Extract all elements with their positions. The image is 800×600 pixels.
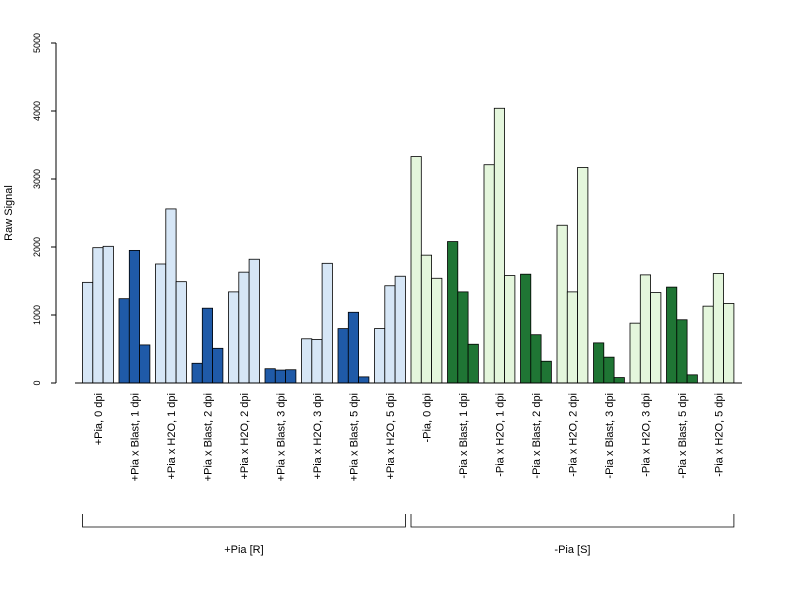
y-tick-label: 2000 [32, 237, 42, 257]
y-axis-title: Raw Signal [3, 185, 15, 241]
category-label: -Pia x Blast, 5 dpi [677, 393, 689, 479]
bar [467, 343, 479, 384]
bar [321, 262, 333, 384]
y-tick-label: 1000 [32, 305, 42, 325]
group-label: +Pia [R] [224, 544, 263, 556]
bar [102, 245, 114, 384]
bar [410, 156, 422, 384]
bar [556, 224, 568, 384]
bar [374, 328, 386, 384]
bar [238, 271, 250, 384]
bar [493, 107, 505, 384]
group-bracket [410, 514, 735, 528]
category-label: -Pia x Blast, 1 dpi [458, 393, 470, 479]
group-label: -Pia [S] [554, 544, 590, 556]
bar [447, 241, 459, 384]
category-label: +Pia x Blast, 3 dpi [275, 393, 287, 481]
bar [165, 208, 177, 384]
bar [457, 291, 469, 384]
category-label: +Pia x H2O, 5 dpi [385, 393, 397, 480]
bar [228, 291, 240, 384]
category-label: +Pia x Blast, 2 dpi [202, 393, 214, 481]
bar [420, 254, 432, 384]
category-label: -Pia x H2O, 2 dpi [567, 393, 579, 477]
bar [175, 281, 187, 384]
bar [686, 374, 698, 384]
bar [530, 334, 542, 384]
y-tick-label: 5000 [32, 33, 42, 53]
bar [593, 342, 605, 384]
category-label: -Pia x H2O, 3 dpi [640, 393, 652, 477]
category-label: +Pia x H2O, 3 dpi [312, 393, 324, 480]
bar [676, 319, 688, 384]
bar [264, 368, 276, 384]
bar [92, 247, 104, 384]
group-bracket [82, 514, 406, 528]
bar [629, 322, 641, 384]
bar [191, 362, 203, 384]
bar [311, 339, 323, 384]
bar [285, 369, 297, 384]
y-tick-label: 0 [32, 380, 42, 385]
bar [394, 275, 406, 384]
bar [650, 292, 662, 384]
bar [155, 263, 167, 384]
y-tick-label: 3000 [32, 169, 42, 189]
bar [613, 377, 625, 384]
bar [384, 285, 396, 384]
category-label: +Pia x H2O, 2 dpi [239, 393, 251, 480]
bar [603, 356, 615, 384]
bar [118, 298, 130, 384]
category-label: +Pia x H2O, 1 dpi [166, 393, 178, 480]
bar [639, 274, 651, 384]
bar [520, 273, 532, 384]
labels-layer: +Pia, 0 dpi +Pia x Blast, 1 dpi +Pia x H2O… [32, 33, 725, 556]
bar [128, 249, 141, 384]
category-label: -Pia x H2O, 1 dpi [494, 393, 506, 477]
bar [248, 258, 260, 384]
bar [301, 338, 313, 384]
bar [347, 311, 359, 384]
bar [337, 328, 349, 384]
bar [483, 164, 495, 384]
bar [274, 369, 286, 384]
bar [702, 305, 714, 384]
category-label: -Pia x Blast, 3 dpi [604, 393, 616, 479]
bar [566, 291, 578, 384]
bar [540, 360, 552, 384]
category-label: -Pia x Blast, 2 dpi [531, 393, 543, 479]
category-label: +Pia x Blast, 5 dpi [348, 393, 360, 481]
bars-layer [82, 107, 735, 384]
bar [723, 303, 735, 384]
bar [212, 347, 224, 384]
bar [712, 273, 724, 384]
bar [666, 286, 678, 384]
bar [139, 344, 151, 384]
bar [577, 167, 589, 384]
bar [504, 275, 516, 384]
y-tick-label: 4000 [32, 101, 42, 121]
bar [82, 281, 94, 384]
bar [358, 376, 370, 384]
bar [431, 277, 443, 384]
axes-layer [51, 42, 742, 528]
bar [201, 307, 214, 384]
category-label: +Pia x Blast, 1 dpi [129, 393, 141, 481]
category-label: +Pia, 0 dpi [93, 393, 105, 445]
category-label: -Pia x H2O, 5 dpi [713, 393, 725, 477]
category-label: -Pia, 0 dpi [421, 393, 433, 443]
